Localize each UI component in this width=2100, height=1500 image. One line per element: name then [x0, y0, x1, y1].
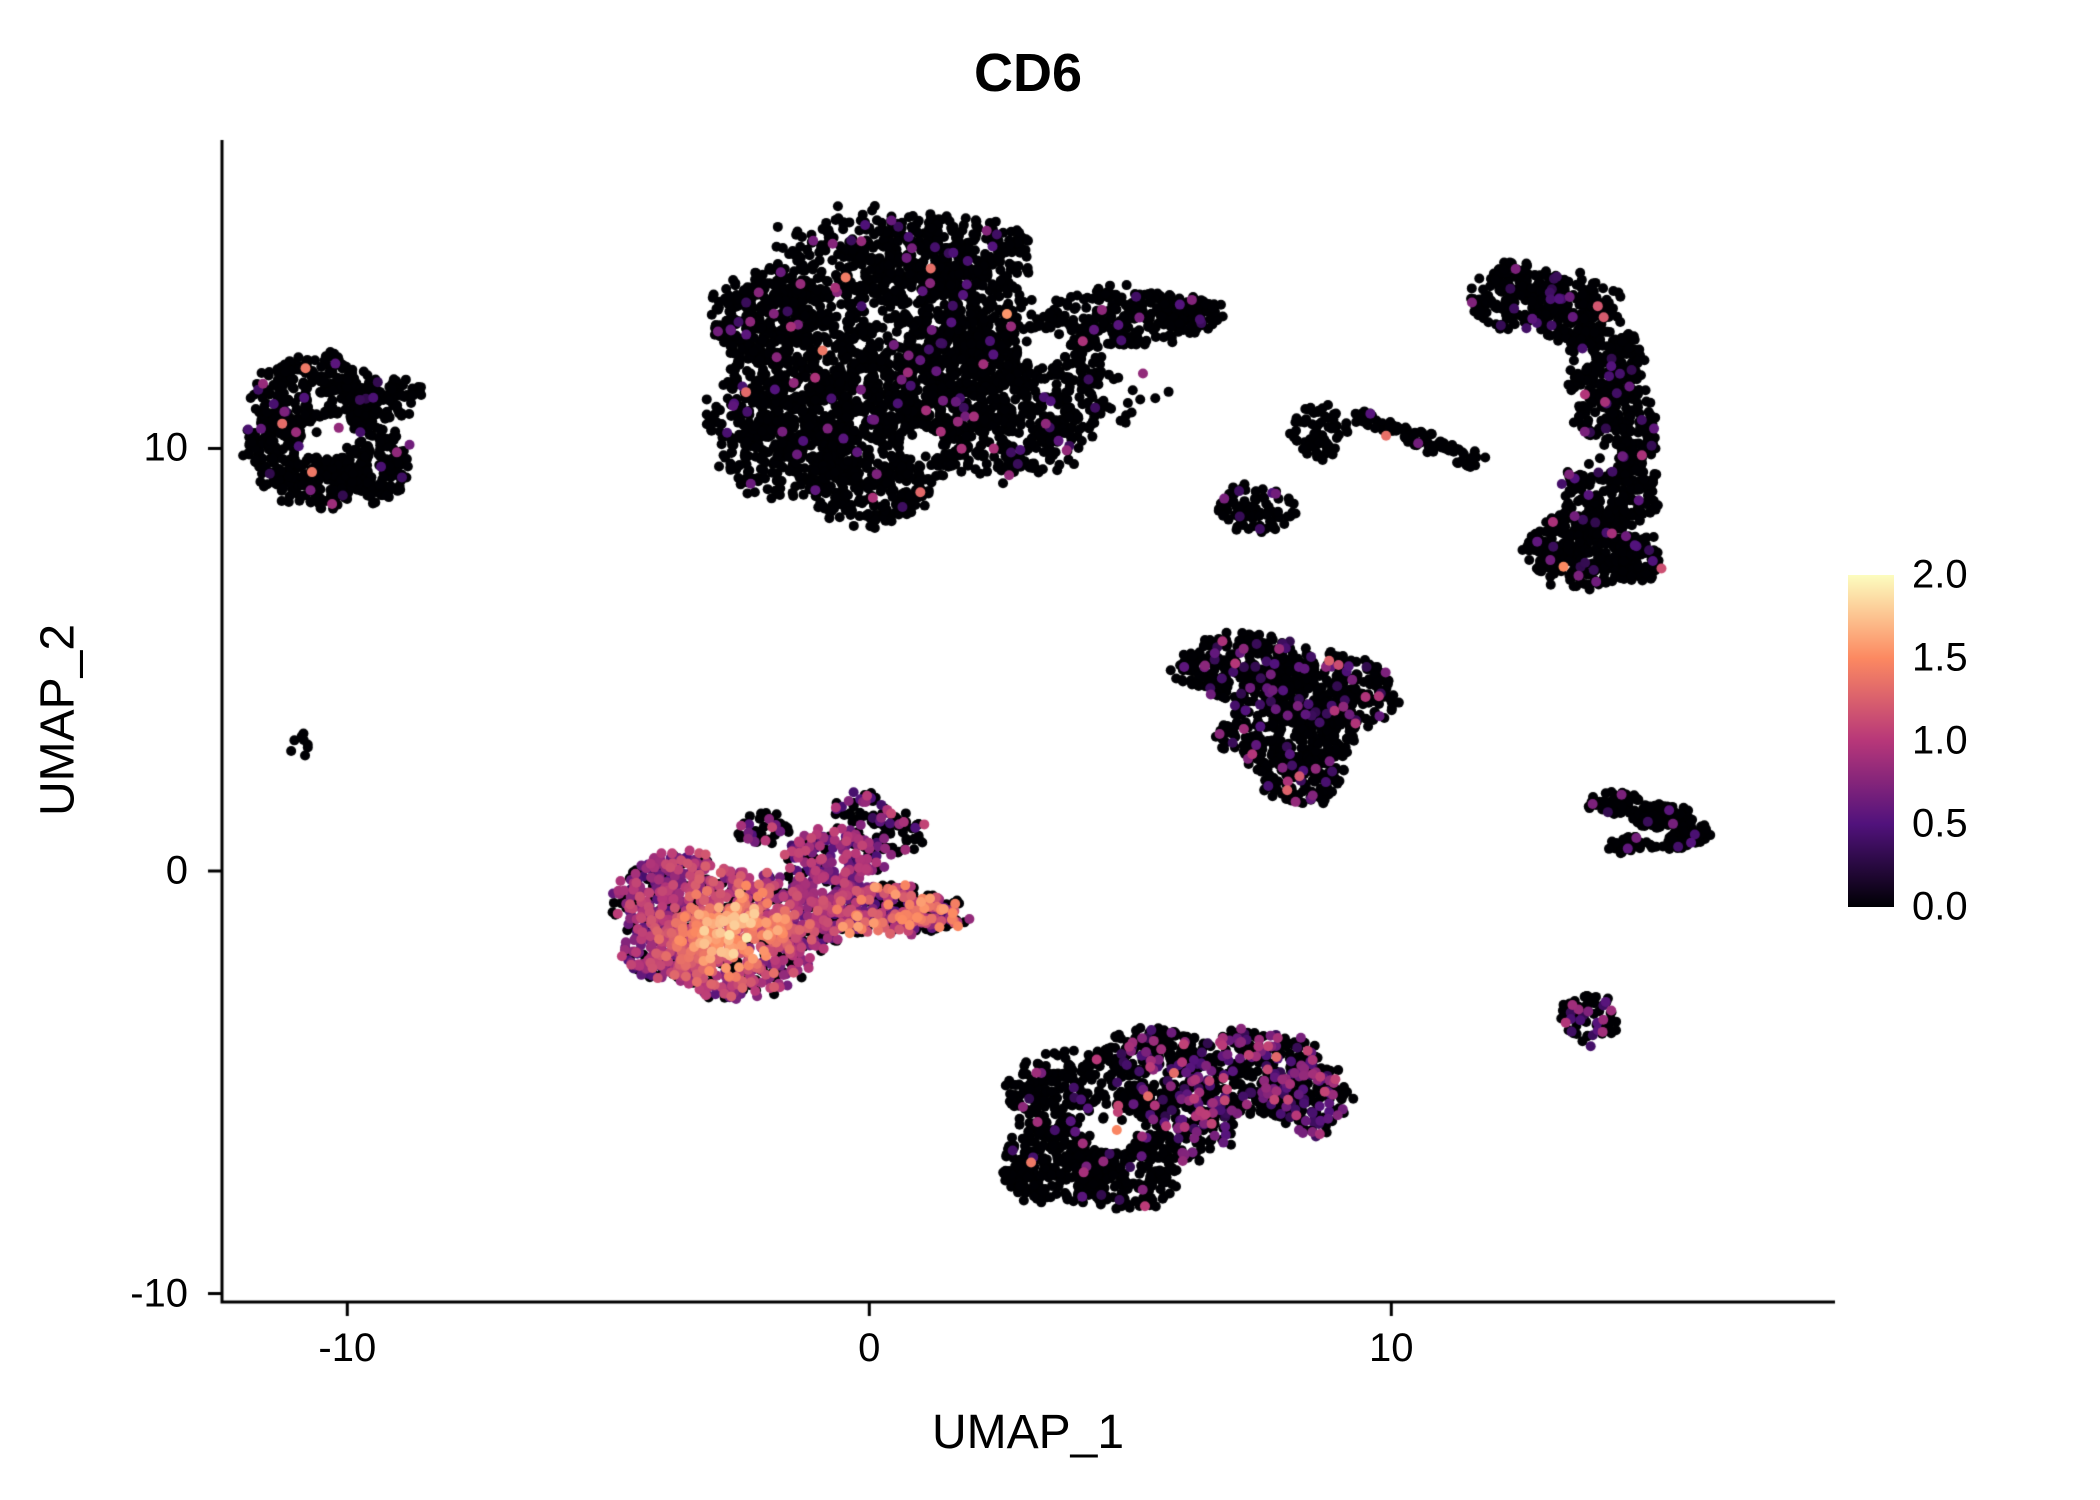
- y-tick-label: -10: [130, 1271, 188, 1316]
- colorbar-tick-label: 2.0: [1912, 552, 1968, 597]
- colorbar-tick-label: 0.0: [1912, 884, 1968, 929]
- x-axis-label: UMAP_1: [931, 1406, 1125, 1459]
- plot-title: CD6: [973, 43, 1083, 103]
- colorbar-tick-label: 1.0: [1912, 718, 1968, 763]
- colorbar-tick-label: 1.5: [1912, 635, 1968, 680]
- y-axis-label: UMAP_2: [31, 623, 85, 817]
- x-tick-label: -10: [318, 1326, 377, 1370]
- y-tick-label: 10: [143, 425, 189, 470]
- x-tick-label: 0: [858, 1326, 881, 1370]
- colorbar-tick-label: 0.5: [1912, 801, 1968, 846]
- x-tick-label: 10: [1369, 1326, 1414, 1370]
- colorbar-gradient: [1848, 575, 1894, 907]
- y-tick-label: 0: [165, 848, 188, 893]
